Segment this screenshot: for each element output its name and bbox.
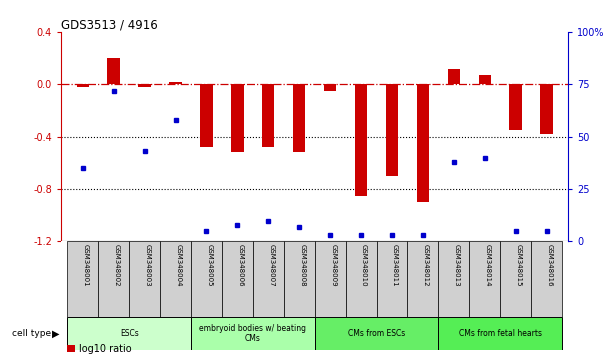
Text: GSM348001: GSM348001 <box>82 244 89 286</box>
Text: CMs from ESCs: CMs from ESCs <box>348 329 405 338</box>
Bar <box>376 241 408 317</box>
Bar <box>510 84 522 130</box>
Bar <box>293 84 306 152</box>
Text: CMs from fetal hearts: CMs from fetal hearts <box>459 329 542 338</box>
Bar <box>355 84 367 196</box>
Bar <box>253 241 284 317</box>
Text: GSM348006: GSM348006 <box>237 244 243 286</box>
Text: GSM348011: GSM348011 <box>392 244 398 286</box>
Text: GSM348009: GSM348009 <box>330 244 336 286</box>
Bar <box>346 241 376 317</box>
Bar <box>315 317 438 350</box>
Bar <box>191 317 315 350</box>
Text: ▶: ▶ <box>52 329 59 339</box>
Bar <box>438 241 469 317</box>
Text: GSM348003: GSM348003 <box>145 244 150 286</box>
Bar <box>191 241 222 317</box>
Text: ESCs: ESCs <box>120 329 139 338</box>
Bar <box>139 84 151 87</box>
Bar <box>448 69 460 84</box>
Bar <box>129 241 160 317</box>
Text: GSM348013: GSM348013 <box>454 244 460 286</box>
Text: GSM348014: GSM348014 <box>485 244 491 286</box>
Bar <box>160 241 191 317</box>
Bar <box>169 82 181 84</box>
Bar <box>315 241 346 317</box>
Text: GSM348007: GSM348007 <box>268 244 274 286</box>
Bar <box>531 241 562 317</box>
Bar <box>67 317 191 350</box>
Text: GSM348004: GSM348004 <box>175 244 181 286</box>
Bar <box>438 317 562 350</box>
Bar <box>324 84 336 91</box>
Bar <box>231 84 244 152</box>
Bar <box>469 241 500 317</box>
Text: GSM348016: GSM348016 <box>547 244 552 286</box>
Text: GDS3513 / 4916: GDS3513 / 4916 <box>61 19 158 32</box>
Text: cell type: cell type <box>12 329 54 338</box>
Bar <box>76 84 89 87</box>
Bar <box>67 241 98 317</box>
Bar <box>478 75 491 84</box>
Bar <box>108 58 120 84</box>
Bar <box>408 241 438 317</box>
Bar <box>284 241 315 317</box>
Text: GSM348010: GSM348010 <box>361 244 367 286</box>
Text: log10 ratio: log10 ratio <box>79 344 132 354</box>
Text: GSM348008: GSM348008 <box>299 244 306 286</box>
Bar <box>262 84 274 147</box>
Text: embryoid bodies w/ beating
CMs: embryoid bodies w/ beating CMs <box>199 324 306 343</box>
Bar <box>222 241 253 317</box>
Text: GSM348012: GSM348012 <box>423 244 429 286</box>
Bar <box>500 241 531 317</box>
Text: GSM348015: GSM348015 <box>516 244 522 286</box>
Bar <box>98 241 129 317</box>
Bar <box>200 84 213 147</box>
Bar <box>417 84 429 202</box>
Bar <box>386 84 398 176</box>
Text: GSM348002: GSM348002 <box>114 244 120 286</box>
Text: GSM348005: GSM348005 <box>207 244 213 286</box>
Bar <box>540 84 553 134</box>
